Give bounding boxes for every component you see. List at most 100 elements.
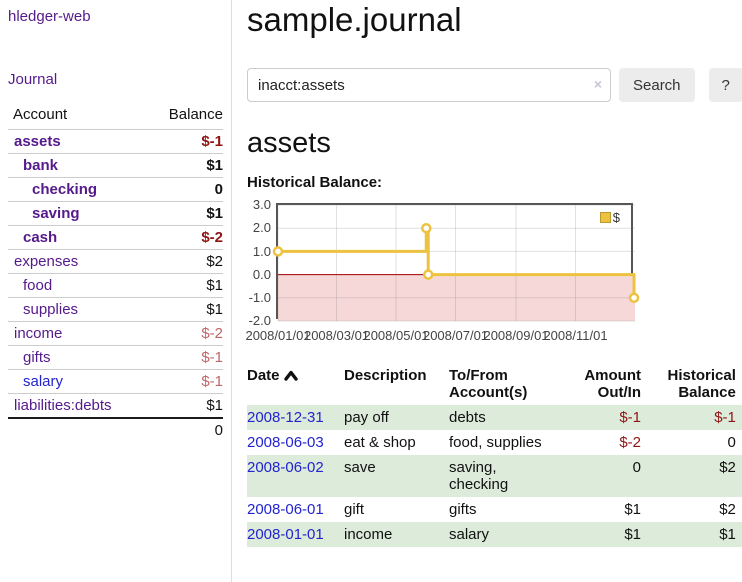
transaction-amount: $-2 [619,434,641,452]
account-row: assets $-1 [8,129,223,154]
account-balance: $-2 [149,321,223,346]
y-tick-label: -1.0 [248,290,271,306]
x-tick-label: 2008/03/01 [303,328,370,344]
chart-legend: $ [599,210,620,226]
accounts-header-account: Account [13,106,68,123]
account-balance: $1 [149,273,223,298]
account-row: saving $1 [8,201,223,226]
brand-link[interactable]: hledger-web [8,8,91,25]
register-header-description: Description [344,367,427,385]
account-link-supplies[interactable]: supplies [23,301,79,318]
account-row: bank $1 [8,153,223,178]
account-row: gifts $-1 [8,345,223,370]
legend-swatch-icon [599,212,611,224]
transaction-description: eat & shop [344,434,416,452]
account-link-salary[interactable]: salary [23,373,64,390]
account-link-assets[interactable]: assets [14,133,61,150]
transaction-balance: $-1 [714,409,736,427]
clear-search-icon[interactable]: × [593,76,602,93]
historical-balance-chart: 3.0 2.0 1.0 0.0 -1.0 -2.0 $ 2008/01/01 2008/03… [245,197,742,349]
chart-plot: $ [272,203,640,322]
register-header-balance: Historical Balance [667,367,736,402]
account-row: food $1 [8,273,223,298]
x-tick-label: 2008/07/01 [422,328,489,344]
transaction-description: pay off [344,409,389,427]
account-link-income[interactable]: income [14,325,63,342]
transaction-description: gift [344,501,365,519]
y-tick-label: -2.0 [248,313,271,329]
y-tick-label: 2.0 [252,220,271,236]
transaction-amount: $1 [624,526,641,544]
transaction-date-link[interactable]: 2008-06-02 [247,459,324,477]
account-link-liabilities-debts[interactable]: liabilities:debts [14,397,112,414]
search-form: × Search ? [247,68,742,103]
transaction-balance: $1 [719,526,736,544]
register-header-account: To/From Account(s) [449,367,528,402]
x-tick-label: 2008/09/01 [483,328,549,344]
transaction-row: 2008-01-01 income salary $1 $1 [247,522,742,548]
transaction-date-link[interactable]: 2008-12-31 [247,409,324,427]
account-balance: $-2 [149,225,223,250]
sidebar-item-journal[interactable]: Journal [8,71,58,88]
transaction-accounts: salary [449,526,490,544]
accounts-table: Account Balance assets $-1 bank $1 check… [8,103,223,442]
account-balance: $2 [149,249,223,274]
account-balance: $1 [149,201,223,226]
account-link-expenses[interactable]: expenses [14,253,79,270]
page-title: sample.journal [247,1,462,38]
account-link-food[interactable]: food [23,277,53,294]
accounts-total-row: 0 [8,417,223,442]
transaction-date-link[interactable]: 2008-06-03 [247,434,324,452]
sort-ascending-icon [283,371,298,381]
account-row: supplies $1 [8,297,223,322]
account-row: salary $-1 [8,369,223,394]
transaction-amount: 0 [632,459,641,477]
account-row: checking 0 [8,177,223,202]
y-tick-label: 1.0 [252,243,271,259]
transaction-amount: $-1 [619,409,641,427]
account-link-gifts[interactable]: gifts [23,349,51,366]
transaction-date-link[interactable]: 2008-01-01 [247,526,324,544]
transaction-description: income [344,526,393,544]
register-header-date[interactable]: Date [247,363,344,405]
transaction-row: 2008-06-02 save saving, checking 0 $2 [247,455,742,498]
search-input[interactable] [247,68,611,103]
account-link-cash[interactable]: cash [23,229,58,246]
account-balance: $1 [149,297,223,322]
transaction-date-link[interactable]: 2008-06-01 [247,501,324,519]
transaction-accounts: gifts [449,501,477,519]
transaction-balance: 0 [727,434,736,452]
x-tick-label: 2008/01/01 [245,328,311,344]
account-balance: $1 [149,153,223,178]
x-tick-label: 2008/11/01 [543,328,608,344]
transaction-amount: $1 [624,501,641,519]
main-content: sample.journal × Search ? assets Histori… [232,0,742,582]
legend-label: $ [612,210,620,226]
chart-title: Historical Balance: [247,174,383,192]
account-row: expenses $2 [8,249,223,274]
transaction-row: 2008-06-03 eat & shop food, supplies $-2… [247,430,742,455]
transaction-accounts: debts [449,409,486,427]
account-balance: $-1 [149,129,223,154]
transaction-row: 2008-12-31 pay off debts $-1 $-1 [247,405,742,431]
sidebar: hledger-web Journal Account Balance asse… [0,0,232,582]
account-row: liabilities:debts $1 [8,393,223,418]
accounts-total-value: 0 [149,417,223,442]
account-link-bank[interactable]: bank [23,157,59,174]
help-button[interactable]: ? [708,68,742,103]
accounts-header-balance: Balance [168,106,223,123]
search-button[interactable]: Search [619,68,695,103]
register-table: Date Description To/From Account(s) Amou… [247,363,742,548]
account-link-checking[interactable]: checking [32,181,98,198]
account-heading: assets [247,127,331,160]
accounts-table-header: Account Balance [8,103,223,130]
register-header-amount: Amount Out/In [584,367,641,402]
y-tick-label: 0.0 [252,266,271,282]
account-link-saving[interactable]: saving [32,205,80,222]
transaction-balance: $2 [719,459,736,477]
x-tick-label: 2008/05/01 [363,328,429,344]
transaction-row: 2008-06-01 gift gifts $1 $2 [247,497,742,522]
account-balance: 0 [149,177,223,202]
account-row: cash $-2 [8,225,223,250]
